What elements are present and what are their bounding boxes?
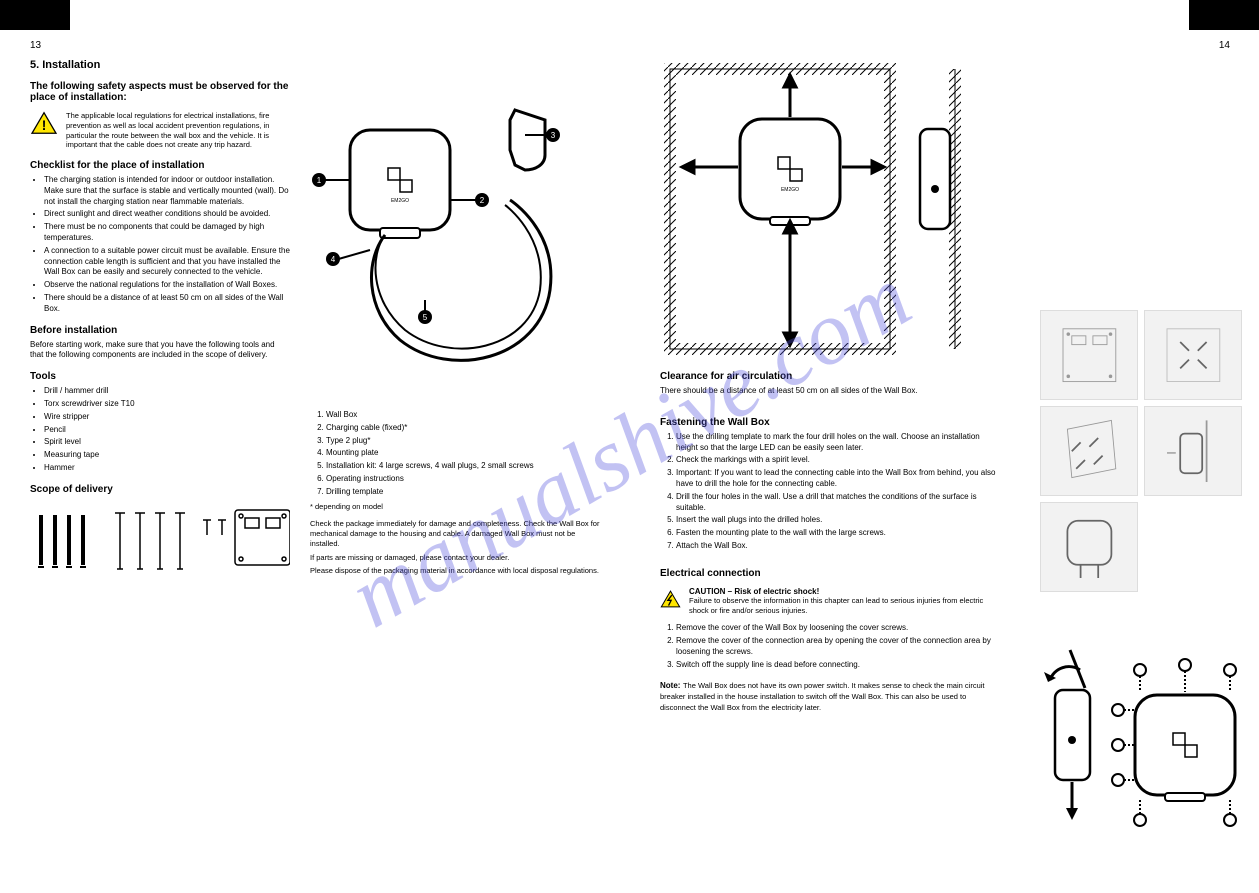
warning-block: ! The applicable local regulations for e… <box>30 111 290 150</box>
footer-note-3: Please dispose of the packaging material… <box>310 566 600 576</box>
fastening-heading: Fastening the Wall Box <box>660 417 1000 428</box>
callout-4: 4 <box>326 252 340 266</box>
tool-item: Hammer <box>44 463 290 474</box>
fastening-item: Drill the four holes in the wall. Use a … <box>676 492 1000 514</box>
svg-text:EM2GO: EM2GO <box>781 187 799 193</box>
before-heading: Before installation <box>30 325 290 336</box>
bullet-item: A connection to a suitable power circuit… <box>44 246 290 278</box>
intro-warning-text: The applicable local regulations for ele… <box>66 111 290 150</box>
checklist-list: The charging station is intended for ind… <box>30 175 290 315</box>
footer-note-1: Check the package immediately for damage… <box>310 519 600 548</box>
delivery-item: Mounting plate <box>326 448 600 459</box>
bullet-item: There should be a distance of at least 5… <box>44 293 290 315</box>
delivery-list: Wall Box Charging cable (fixed)* Type 2 … <box>310 410 600 498</box>
shock-text: Failure to observe the information in th… <box>689 596 1000 616</box>
tool-item: Spirit level <box>44 437 290 448</box>
thumb-1-template <box>1040 310 1138 400</box>
fastening-item: Check the markings with a spirit level. <box>676 455 1000 466</box>
callout-3: 3 <box>546 128 560 142</box>
page-number-right: 14 <box>660 40 1230 51</box>
bullet-item: The charging station is intended for ind… <box>44 175 290 207</box>
delivery-item: Wall Box <box>326 410 600 421</box>
before-text: Before starting work, make sure that you… <box>30 340 290 362</box>
tools-heading: Tools <box>30 371 290 382</box>
spacing-text: There should be a distance of at least 5… <box>660 386 1000 397</box>
thumb-4-side <box>1144 406 1242 496</box>
note-text: The Wall Box does not have its own power… <box>660 681 985 712</box>
delivery-item: Operating instructions <box>326 474 600 485</box>
shock-warning-block: CAUTION – Risk of electric shock! Failur… <box>660 587 1000 616</box>
fastening-item: Insert the wall plugs into the drilled h… <box>676 515 1000 526</box>
product-illustration: EM2GO 1 <box>310 100 580 400</box>
tools-list: Drill / hammer drill Torx screwdriver si… <box>30 386 290 474</box>
svg-text:EM2GO: EM2GO <box>391 198 409 204</box>
cover-removal-diagram <box>1040 640 1250 830</box>
tool-item: Pencil <box>44 425 290 436</box>
tool-item: Measuring tape <box>44 450 290 461</box>
checklist-heading: Checklist for the place of installation <box>30 160 290 171</box>
note-heading: Note: <box>660 681 680 690</box>
warning-triangle-icon: ! <box>30 111 58 135</box>
fastening-item: Attach the Wall Box. <box>676 541 1000 552</box>
delivery-note: * depending on model <box>310 502 600 512</box>
tool-item: Wire stripper <box>44 412 290 423</box>
intro-heading: The following safety aspects must be obs… <box>30 81 290 103</box>
page-right: 14 EM2GO <box>630 0 1259 893</box>
step-item: Switch off the supply line is dead befor… <box>676 660 1000 671</box>
bullet-item: There must be no components that could b… <box>44 222 290 244</box>
tool-item: Torx screwdriver size T10 <box>44 399 290 410</box>
scope-heading: Scope of delivery <box>30 484 290 495</box>
step-item: Remove the cover of the Wall Box by loos… <box>676 623 1000 634</box>
clearance-diagram: EM2GO <box>660 59 1000 359</box>
callout-2: 2 <box>475 193 489 207</box>
page-title-left: 5. Installation <box>30 59 290 71</box>
callout-5: 5 <box>418 310 432 324</box>
page-left: 13 5. Installation The following safety … <box>0 0 630 893</box>
thumb-3-mount <box>1040 406 1138 496</box>
fastening-item: Fasten the mounting plate to the wall wi… <box>676 528 1000 539</box>
tool-item: Drill / hammer drill <box>44 386 290 397</box>
delivery-item: Type 2 plug* <box>326 436 600 447</box>
thumb-5-attached <box>1040 502 1138 592</box>
installation-thumbnails <box>1040 310 1250 592</box>
shock-title: CAUTION – Risk of electric shock! <box>689 587 1000 596</box>
fastening-item: Use the drilling template to mark the fo… <box>676 432 1000 454</box>
delivery-item: Charging cable (fixed)* <box>326 423 600 434</box>
fastening-item: Important: If you want to lead the conne… <box>676 468 1000 490</box>
delivery-item: Drilling template <box>326 487 600 498</box>
svg-text:!: ! <box>42 118 47 133</box>
spacing-heading: Clearance for air circulation <box>660 371 1000 382</box>
bullet-item: Direct sunlight and direct weather condi… <box>44 209 290 220</box>
thumb-2-drill <box>1144 310 1242 400</box>
hardware-kit-illustration <box>30 505 290 615</box>
fastening-list: Use the drilling template to mark the fo… <box>660 432 1000 552</box>
electrical-heading: Electrical connection <box>660 568 1000 579</box>
shock-triangle-icon <box>660 587 681 611</box>
step-item: Remove the cover of the connection area … <box>676 636 1000 658</box>
callout-1: 1 <box>312 173 326 187</box>
electrical-steps: Remove the cover of the Wall Box by loos… <box>660 623 1000 670</box>
bullet-item: Observe the national regulations for the… <box>44 280 290 291</box>
delivery-item: Installation kit: 4 large screws, 4 wall… <box>326 461 600 472</box>
footer-note-2: If parts are missing or damaged, please … <box>310 553 600 563</box>
page-number-left: 13 <box>30 40 290 51</box>
